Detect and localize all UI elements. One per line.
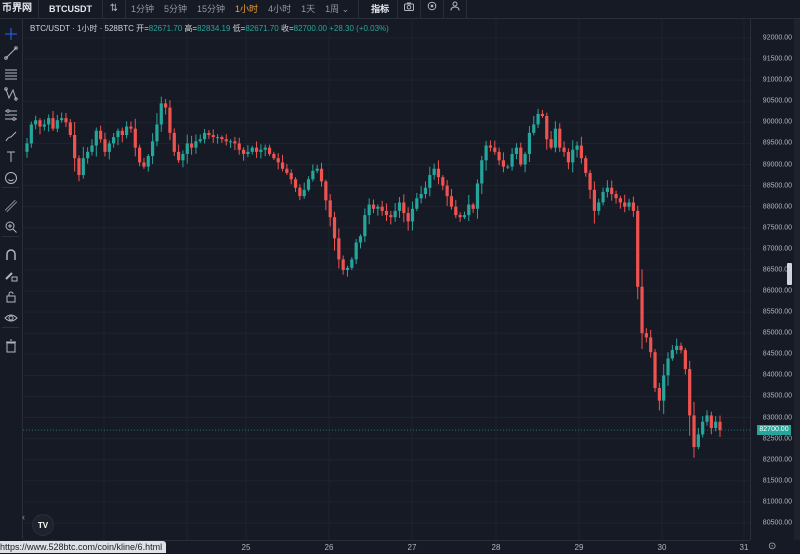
price-tick: 90500.00	[762, 97, 792, 105]
price-tick: 81500.00	[762, 477, 792, 485]
toolbar-divider	[2, 187, 19, 188]
time-tick: 31	[739, 543, 749, 552]
brush-icon[interactable]	[0, 127, 22, 145]
toolbar-divider	[2, 236, 19, 237]
interval-list: 1分钟 5分钟 15分钟 1小时 4小时 1天 1周 ⌄	[126, 0, 354, 18]
price-axis[interactable]: 92000.00 91500.00 91000.00 90500.00 90000.00…	[750, 19, 795, 540]
settings-icon[interactable]	[421, 0, 445, 18]
text-icon[interactable]	[0, 148, 22, 166]
magnet-icon[interactable]	[0, 246, 22, 264]
divider	[358, 0, 360, 18]
compare-icon[interactable]: ⇅	[103, 0, 126, 18]
legend-open-label: 开=	[136, 24, 149, 33]
price-tick: 85000.00	[762, 329, 792, 337]
pattern-icon[interactable]	[0, 85, 22, 103]
brand-logo[interactable]: 币界网	[0, 0, 39, 18]
time-tick: 29	[574, 543, 584, 552]
indicators-button[interactable]: 指标	[363, 0, 399, 18]
price-tick: 89000.00	[762, 161, 792, 168]
zoom-in-icon[interactable]	[0, 218, 22, 236]
legend-high: 82834.19	[197, 24, 231, 33]
ruler-icon[interactable]	[0, 197, 22, 215]
legend-close-label: 收=	[280, 24, 294, 33]
price-tick: 80500.00	[762, 519, 792, 527]
price-tick: 83000.00	[762, 414, 792, 422]
interval-4[interactable]: 4小时	[268, 4, 292, 14]
emoji-icon[interactable]	[0, 169, 22, 187]
price-tick: 92000.00	[762, 34, 792, 42]
legend-low: 82671.70	[245, 24, 279, 33]
price-tick: 84000.00	[762, 371, 792, 379]
legend-close: 82700.00	[293, 24, 327, 33]
top-toolbar: 币界网 BTCUSDT ⇅ 1分钟 5分钟 15分钟 1小时 4小时 1天 1周 ⌄ 指标	[0, 0, 800, 19]
price-tick: 82000.00	[762, 456, 792, 464]
legend-change: +28.30 (+0.03%)	[329, 24, 389, 33]
time-tick: 30	[657, 543, 667, 552]
lock-draw-icon[interactable]	[0, 267, 22, 285]
url-tooltip: https://www.528btc.com/coin/kline/6.html	[0, 541, 167, 553]
symbol-search-button[interactable]: BTCUSDT	[39, 0, 103, 18]
price-tick: 88500.00	[762, 182, 792, 190]
interval-3[interactable]: 1小时	[235, 4, 259, 14]
interval-6[interactable]: 1周 ⌄	[325, 4, 350, 14]
scrollbar[interactable]	[794, 19, 800, 540]
interval-5[interactable]: 1天	[301, 4, 316, 14]
price-tick: 87000.00	[762, 245, 792, 253]
legend-title: BTC/USDT · 1小时 · 528BTC	[30, 24, 134, 33]
price-tick: 84500.00	[762, 350, 792, 358]
camera-icon[interactable]	[398, 0, 422, 18]
price-tick: 86000.00	[762, 287, 792, 295]
user-icon[interactable]	[444, 0, 468, 18]
fib-icon[interactable]	[0, 65, 22, 83]
time-axis[interactable]: 25 26 27 28 29 30 31	[23, 540, 750, 554]
collapse-toolbar-icon[interactable]: ‹	[22, 512, 25, 522]
interval-2[interactable]: 15分钟	[197, 4, 226, 14]
price-tick: 88000.00	[762, 203, 792, 211]
current-price-tag: 82700.00	[757, 425, 791, 436]
crosshair-icon[interactable]	[0, 25, 22, 43]
trend-line-icon[interactable]	[0, 44, 22, 62]
interval-0[interactable]: 1分钟	[131, 4, 155, 14]
drawing-toolbar	[0, 19, 23, 539]
tradingview-logo[interactable]: TV	[32, 514, 54, 536]
eye-icon[interactable]	[0, 309, 22, 327]
price-tick: 83500.00	[762, 392, 792, 400]
price-tick: 82500.00	[762, 435, 792, 443]
trash-icon[interactable]	[0, 337, 22, 355]
price-tick: 91000.00	[762, 76, 792, 84]
lock-icon[interactable]	[0, 288, 22, 306]
price-tick: 90000.00	[762, 118, 792, 126]
price-tick: 85500.00	[762, 308, 792, 316]
chart-legend: BTC/USDT · 1小时 · 528BTC 开=82671.70 高=828…	[30, 23, 389, 34]
legend-open: 82671.70	[148, 24, 183, 33]
time-tick: 26	[324, 543, 334, 552]
axis-settings-icon[interactable]: ⊙	[768, 541, 777, 552]
toolbar-divider	[2, 327, 19, 328]
price-tick: 81000.00	[762, 498, 792, 506]
price-tick: 91500.00	[762, 55, 792, 63]
price-tick: 89500.00	[762, 139, 792, 147]
legend-high-label: 高=	[184, 24, 198, 33]
time-tick: 28	[491, 543, 501, 552]
price-scale-handle[interactable]	[787, 263, 792, 285]
interval-1[interactable]: 5分钟	[164, 4, 188, 14]
price-tick: 87500.00	[762, 224, 792, 232]
time-tick: 25	[241, 543, 251, 552]
price-tick: 86500.00	[762, 266, 792, 274]
legend-low-label: 低=	[232, 24, 246, 33]
chart-canvas[interactable]	[23, 19, 750, 540]
projection-icon[interactable]	[0, 106, 22, 124]
time-tick: 27	[407, 543, 417, 552]
